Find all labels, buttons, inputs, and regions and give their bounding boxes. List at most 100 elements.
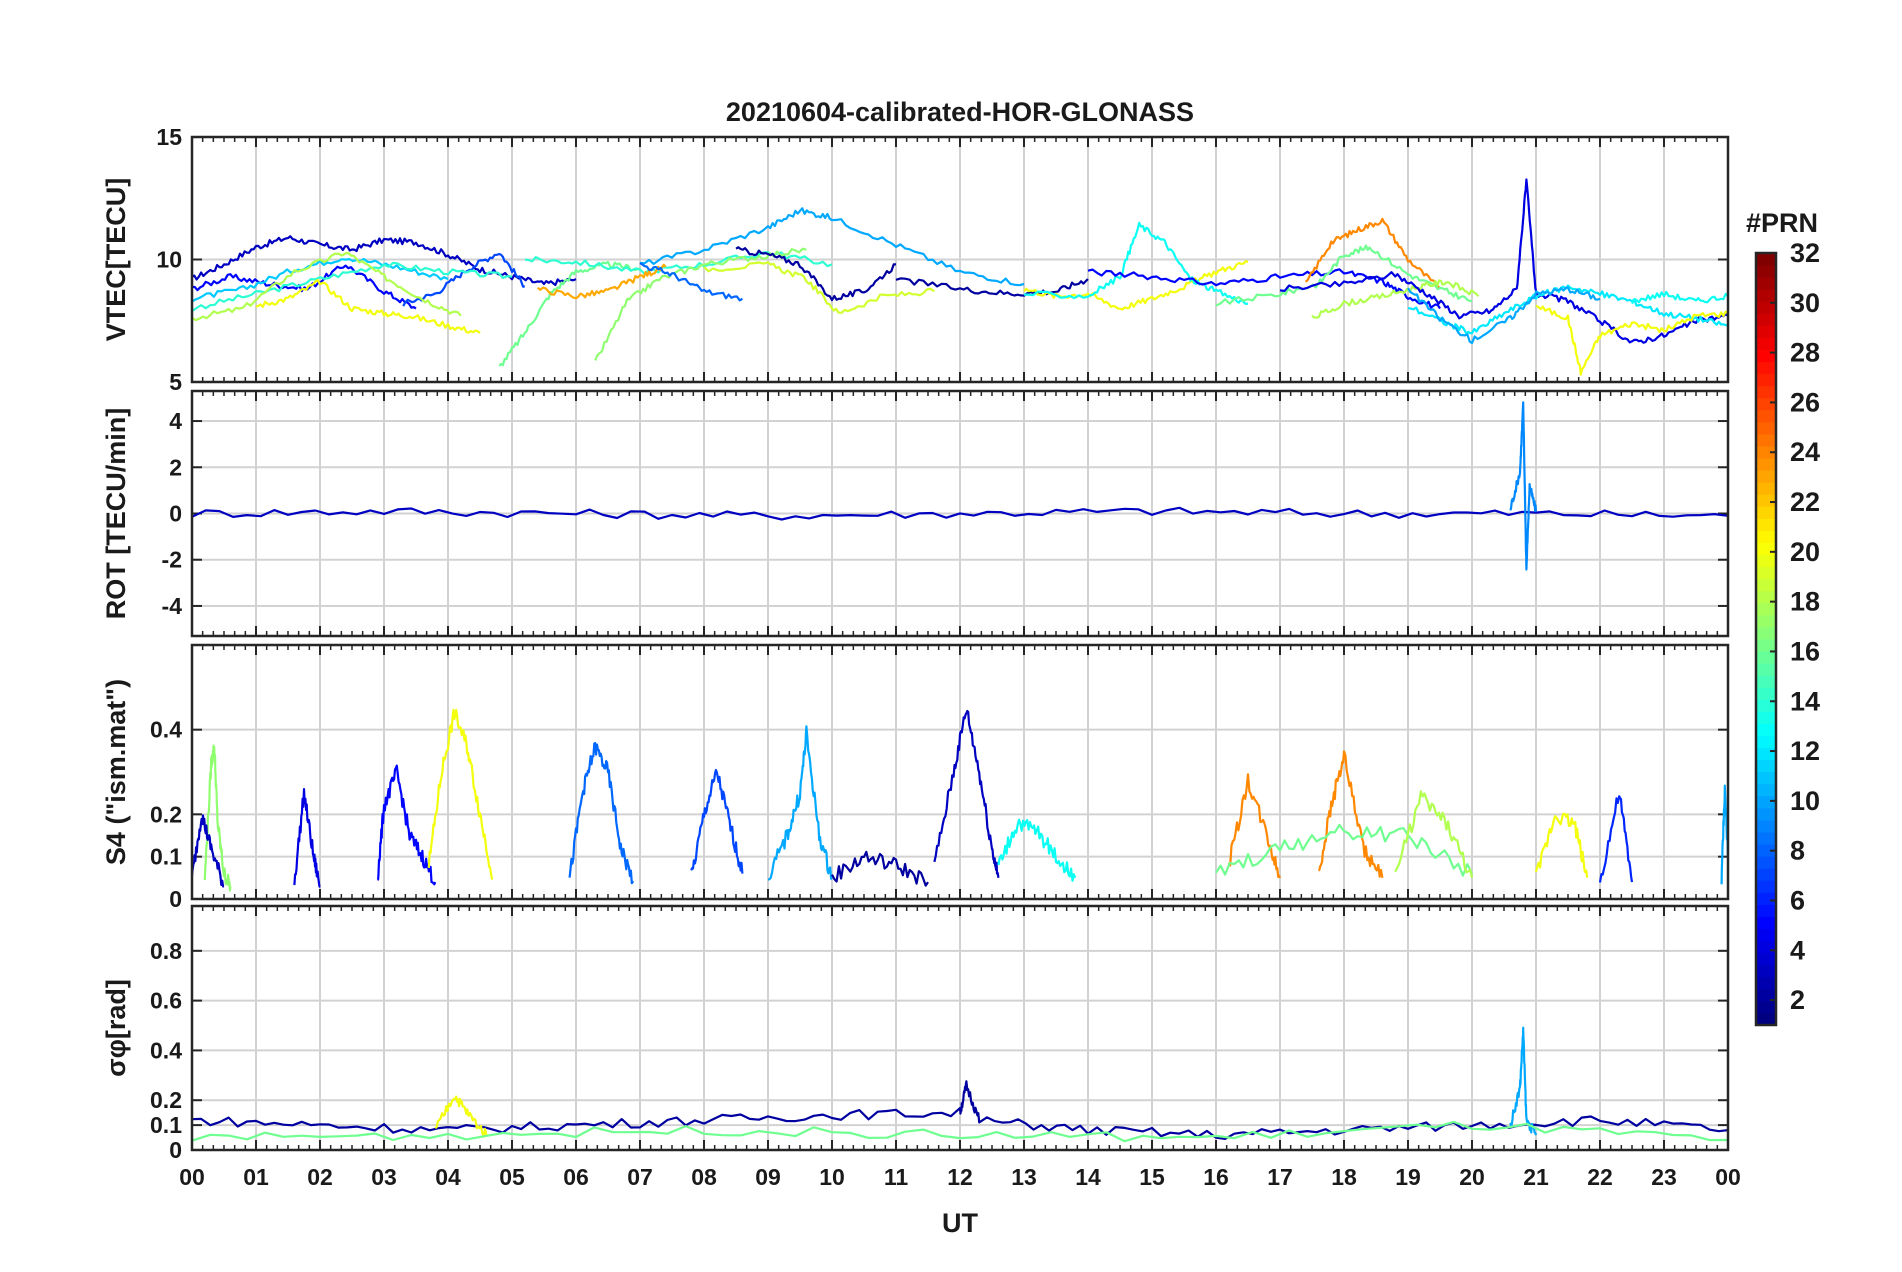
x-tick-label: 05 bbox=[499, 1164, 525, 1190]
series-line-prn-20 bbox=[1535, 304, 1728, 376]
colorbar-segment bbox=[1756, 421, 1776, 435]
x-tick-label: 10 bbox=[819, 1164, 845, 1190]
series-line-prn-10 bbox=[1407, 286, 1601, 345]
x-tick-label: 14 bbox=[1075, 1164, 1101, 1190]
colorbar-tick-label: 30 bbox=[1790, 288, 1820, 318]
y-tick-label: 0.2 bbox=[150, 801, 182, 827]
series-line-prn-16 bbox=[1215, 823, 1473, 877]
y-tick-label: 0.4 bbox=[150, 717, 182, 743]
x-axis-label: UT bbox=[942, 1208, 978, 1238]
x-tick-label: 20 bbox=[1459, 1164, 1485, 1190]
colorbar-tick-label: 14 bbox=[1790, 686, 1820, 716]
series-line-prn-20 bbox=[434, 1095, 488, 1138]
series-line-prn-16 bbox=[192, 1120, 1728, 1143]
colorbar-tick-label: 18 bbox=[1790, 587, 1820, 617]
y-tick-label: 0 bbox=[169, 501, 182, 527]
colorbar-segment bbox=[1756, 313, 1776, 326]
y-tick-label: 4 bbox=[169, 408, 182, 434]
colorbar-segment bbox=[1756, 506, 1776, 519]
panel-3: 0 0.1 0.2 0.4 S4 ("ism.mat") bbox=[101, 643, 1730, 912]
series-line-prn-6 bbox=[1598, 795, 1634, 883]
x-tick-label: 02 bbox=[307, 1164, 333, 1190]
colorbar-tick-label: 22 bbox=[1790, 487, 1820, 517]
series-line-prn-10 bbox=[1509, 1026, 1538, 1136]
colorbar-tick-label: 12 bbox=[1790, 736, 1820, 766]
x-tick-label: 17 bbox=[1267, 1164, 1293, 1190]
colorbar-segment bbox=[1756, 856, 1776, 869]
colorbar-segment bbox=[1756, 699, 1776, 712]
panel-4: 00.10.2 0.4 0.6 0.8 σφ[rad] bbox=[101, 904, 1730, 1163]
colorbar-segment bbox=[1756, 675, 1776, 688]
colorbar-tick-label: 8 bbox=[1790, 836, 1805, 866]
colorbar-tick-label: 10 bbox=[1790, 786, 1820, 816]
y-tick-label: -2 bbox=[162, 547, 182, 573]
y-axis-label: VTEC[TECU] bbox=[101, 178, 131, 342]
x-tick-label: 13 bbox=[1011, 1164, 1037, 1190]
series-line-prn-4 bbox=[293, 787, 321, 888]
colorbar-segment bbox=[1756, 651, 1776, 664]
y-axis-label: S4 ("ism.mat") bbox=[101, 679, 131, 865]
colorbar-segment bbox=[1756, 277, 1776, 290]
x-tick-label: 16 bbox=[1203, 1164, 1229, 1190]
colorbar-segment bbox=[1756, 494, 1776, 507]
x-tick-label: 21 bbox=[1523, 1164, 1549, 1190]
series-line-prn-18 bbox=[1311, 279, 1480, 319]
series-line-prn-7 bbox=[690, 768, 744, 874]
series-line-prn-13 bbox=[997, 818, 1077, 882]
y-tick-label: 0.1 bbox=[150, 1112, 182, 1138]
colorbar-tick-label: 16 bbox=[1790, 636, 1820, 666]
x-tick-label: 22 bbox=[1587, 1164, 1613, 1190]
series-line-prn-16 bbox=[498, 260, 641, 367]
colorbar-segment bbox=[1756, 723, 1776, 736]
y-tick-label: 0.2 bbox=[150, 1087, 182, 1113]
axes-frame bbox=[190, 904, 1730, 1152]
y-axis-label: ROT [TECU/min] bbox=[101, 408, 131, 619]
series-group bbox=[192, 401, 1728, 571]
colorbar-segment bbox=[1756, 337, 1776, 350]
colorbar-segment bbox=[1756, 626, 1776, 640]
series-line-prn-20 bbox=[427, 708, 494, 880]
colorbar-segment bbox=[1756, 554, 1776, 568]
y-tick-label: 0.1 bbox=[150, 844, 182, 870]
figure-title: 20210604-calibrated-HOR-GLONASS bbox=[726, 97, 1194, 127]
series-line-prn-8 bbox=[639, 262, 743, 302]
axes-frame bbox=[190, 643, 1730, 901]
colorbar-segment bbox=[1756, 325, 1776, 338]
colorbar-segment bbox=[1756, 458, 1776, 471]
colorbar-segment bbox=[1756, 470, 1776, 483]
colorbar-segment bbox=[1756, 976, 1776, 990]
colorbar-segment bbox=[1756, 578, 1776, 592]
axes-frame bbox=[190, 135, 1730, 384]
y-tick-label: 0 bbox=[169, 886, 182, 912]
x-tick-label: 00 bbox=[1715, 1164, 1741, 1190]
colorbar-segment bbox=[1756, 385, 1776, 399]
colorbar-segment bbox=[1756, 409, 1776, 423]
colorbar-segment bbox=[1756, 542, 1776, 556]
colorbar-segment bbox=[1756, 590, 1776, 604]
colorbar-segment bbox=[1756, 301, 1776, 314]
series-line-prn-24 bbox=[1304, 217, 1441, 290]
colorbar-segment bbox=[1756, 928, 1776, 942]
y-tick-label: 10 bbox=[156, 247, 182, 273]
series-line-prn-12 bbox=[1407, 284, 1728, 335]
colorbar-segment bbox=[1756, 844, 1776, 857]
colorbar-segment bbox=[1756, 397, 1776, 411]
series-line-prn-20 bbox=[1534, 812, 1589, 878]
series-line-prn-8 bbox=[568, 741, 634, 885]
series-line-prn-3 bbox=[192, 506, 1728, 521]
y-tick-label: 15 bbox=[156, 124, 182, 150]
colorbar-segment bbox=[1756, 349, 1776, 363]
axes-frame bbox=[190, 389, 1730, 638]
series-line-prn-14 bbox=[192, 261, 513, 313]
colorbar-tick-label: 20 bbox=[1790, 537, 1820, 567]
colorbar-segment bbox=[1756, 964, 1776, 978]
series-line-prn-2 bbox=[192, 1080, 1728, 1141]
series-line-prn-2 bbox=[895, 277, 1089, 297]
x-tick-label: 08 bbox=[691, 1164, 717, 1190]
x-tick-label: 15 bbox=[1139, 1164, 1165, 1190]
series-line-prn-2 bbox=[831, 850, 929, 887]
colorbar-segment bbox=[1756, 819, 1776, 833]
series-line-prn-10 bbox=[639, 207, 1025, 287]
y-tick-label: 5 bbox=[169, 369, 182, 395]
